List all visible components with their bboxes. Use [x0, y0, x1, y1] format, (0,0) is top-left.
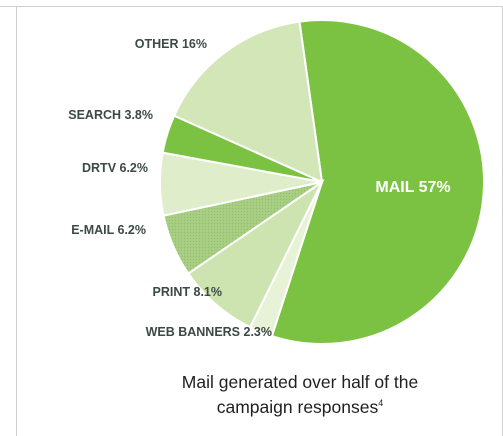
slice-label-5: DRTV 6.2%: [82, 161, 148, 175]
caption-footnote: 4: [378, 398, 384, 409]
chart-caption: Mail generated over half of the campaign…: [40, 370, 503, 420]
slice-label-6: SEARCH 3.8%: [68, 108, 153, 122]
slice-label-2: WEB BANNERS 2.3%: [146, 325, 272, 339]
caption-line-1: Mail generated over half of the: [181, 372, 419, 392]
caption-line-2: campaign responses4: [40, 395, 503, 420]
pie-slice-7: [172, 20, 324, 184]
slice-label-4: E-MAIL 6.2%: [71, 223, 146, 237]
frame-left-border: [16, 6, 17, 436]
slice-label-3: PRINT 8.1%: [153, 285, 222, 299]
caption-line-2-text: campaign responses: [216, 397, 379, 417]
pie-slice-1: [270, 19, 485, 345]
frame-top-border: [0, 6, 503, 7]
slice-label-1: MAIL 57%: [375, 179, 450, 196]
slice-label-7: OTHER 16%: [135, 37, 207, 51]
